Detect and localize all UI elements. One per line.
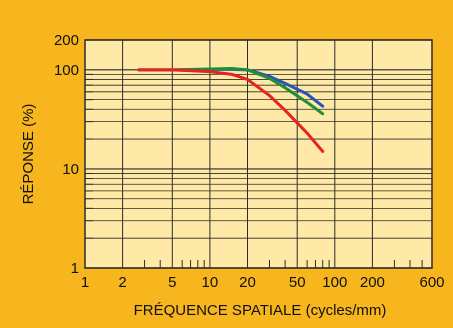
x-tick-label: 1	[81, 274, 89, 291]
y-tick-label: 200	[54, 32, 79, 49]
tick-layer: 1 2 5 10 20 50 100 200 600 1 10 100 200	[54, 32, 445, 291]
series-line-3	[137, 68, 325, 153]
y-tick-label: 10	[62, 161, 79, 178]
y-axis-label: RÉPONSE (%)	[20, 104, 37, 205]
plot-area	[85, 40, 432, 268]
x-tick-label: 50	[289, 274, 306, 291]
x-tick-label: 200	[360, 274, 385, 291]
series-layer	[137, 67, 325, 153]
x-axis-label: FRÉQUENCE SPATIALE (cycles/mm)	[134, 302, 387, 319]
x-tick-label: 5	[168, 274, 176, 291]
y-tick-label: 1	[71, 260, 79, 277]
x-tick-label: 2	[118, 274, 126, 291]
plot-frame	[84, 39, 433, 269]
x-tick-label: 100	[322, 274, 347, 291]
y-tick-label: 100	[54, 62, 79, 79]
x-tick-label: 20	[239, 274, 256, 291]
grid-layer	[84, 39, 433, 269]
x-tick-label: 600	[419, 274, 444, 291]
x-tick-label: 10	[202, 274, 219, 291]
